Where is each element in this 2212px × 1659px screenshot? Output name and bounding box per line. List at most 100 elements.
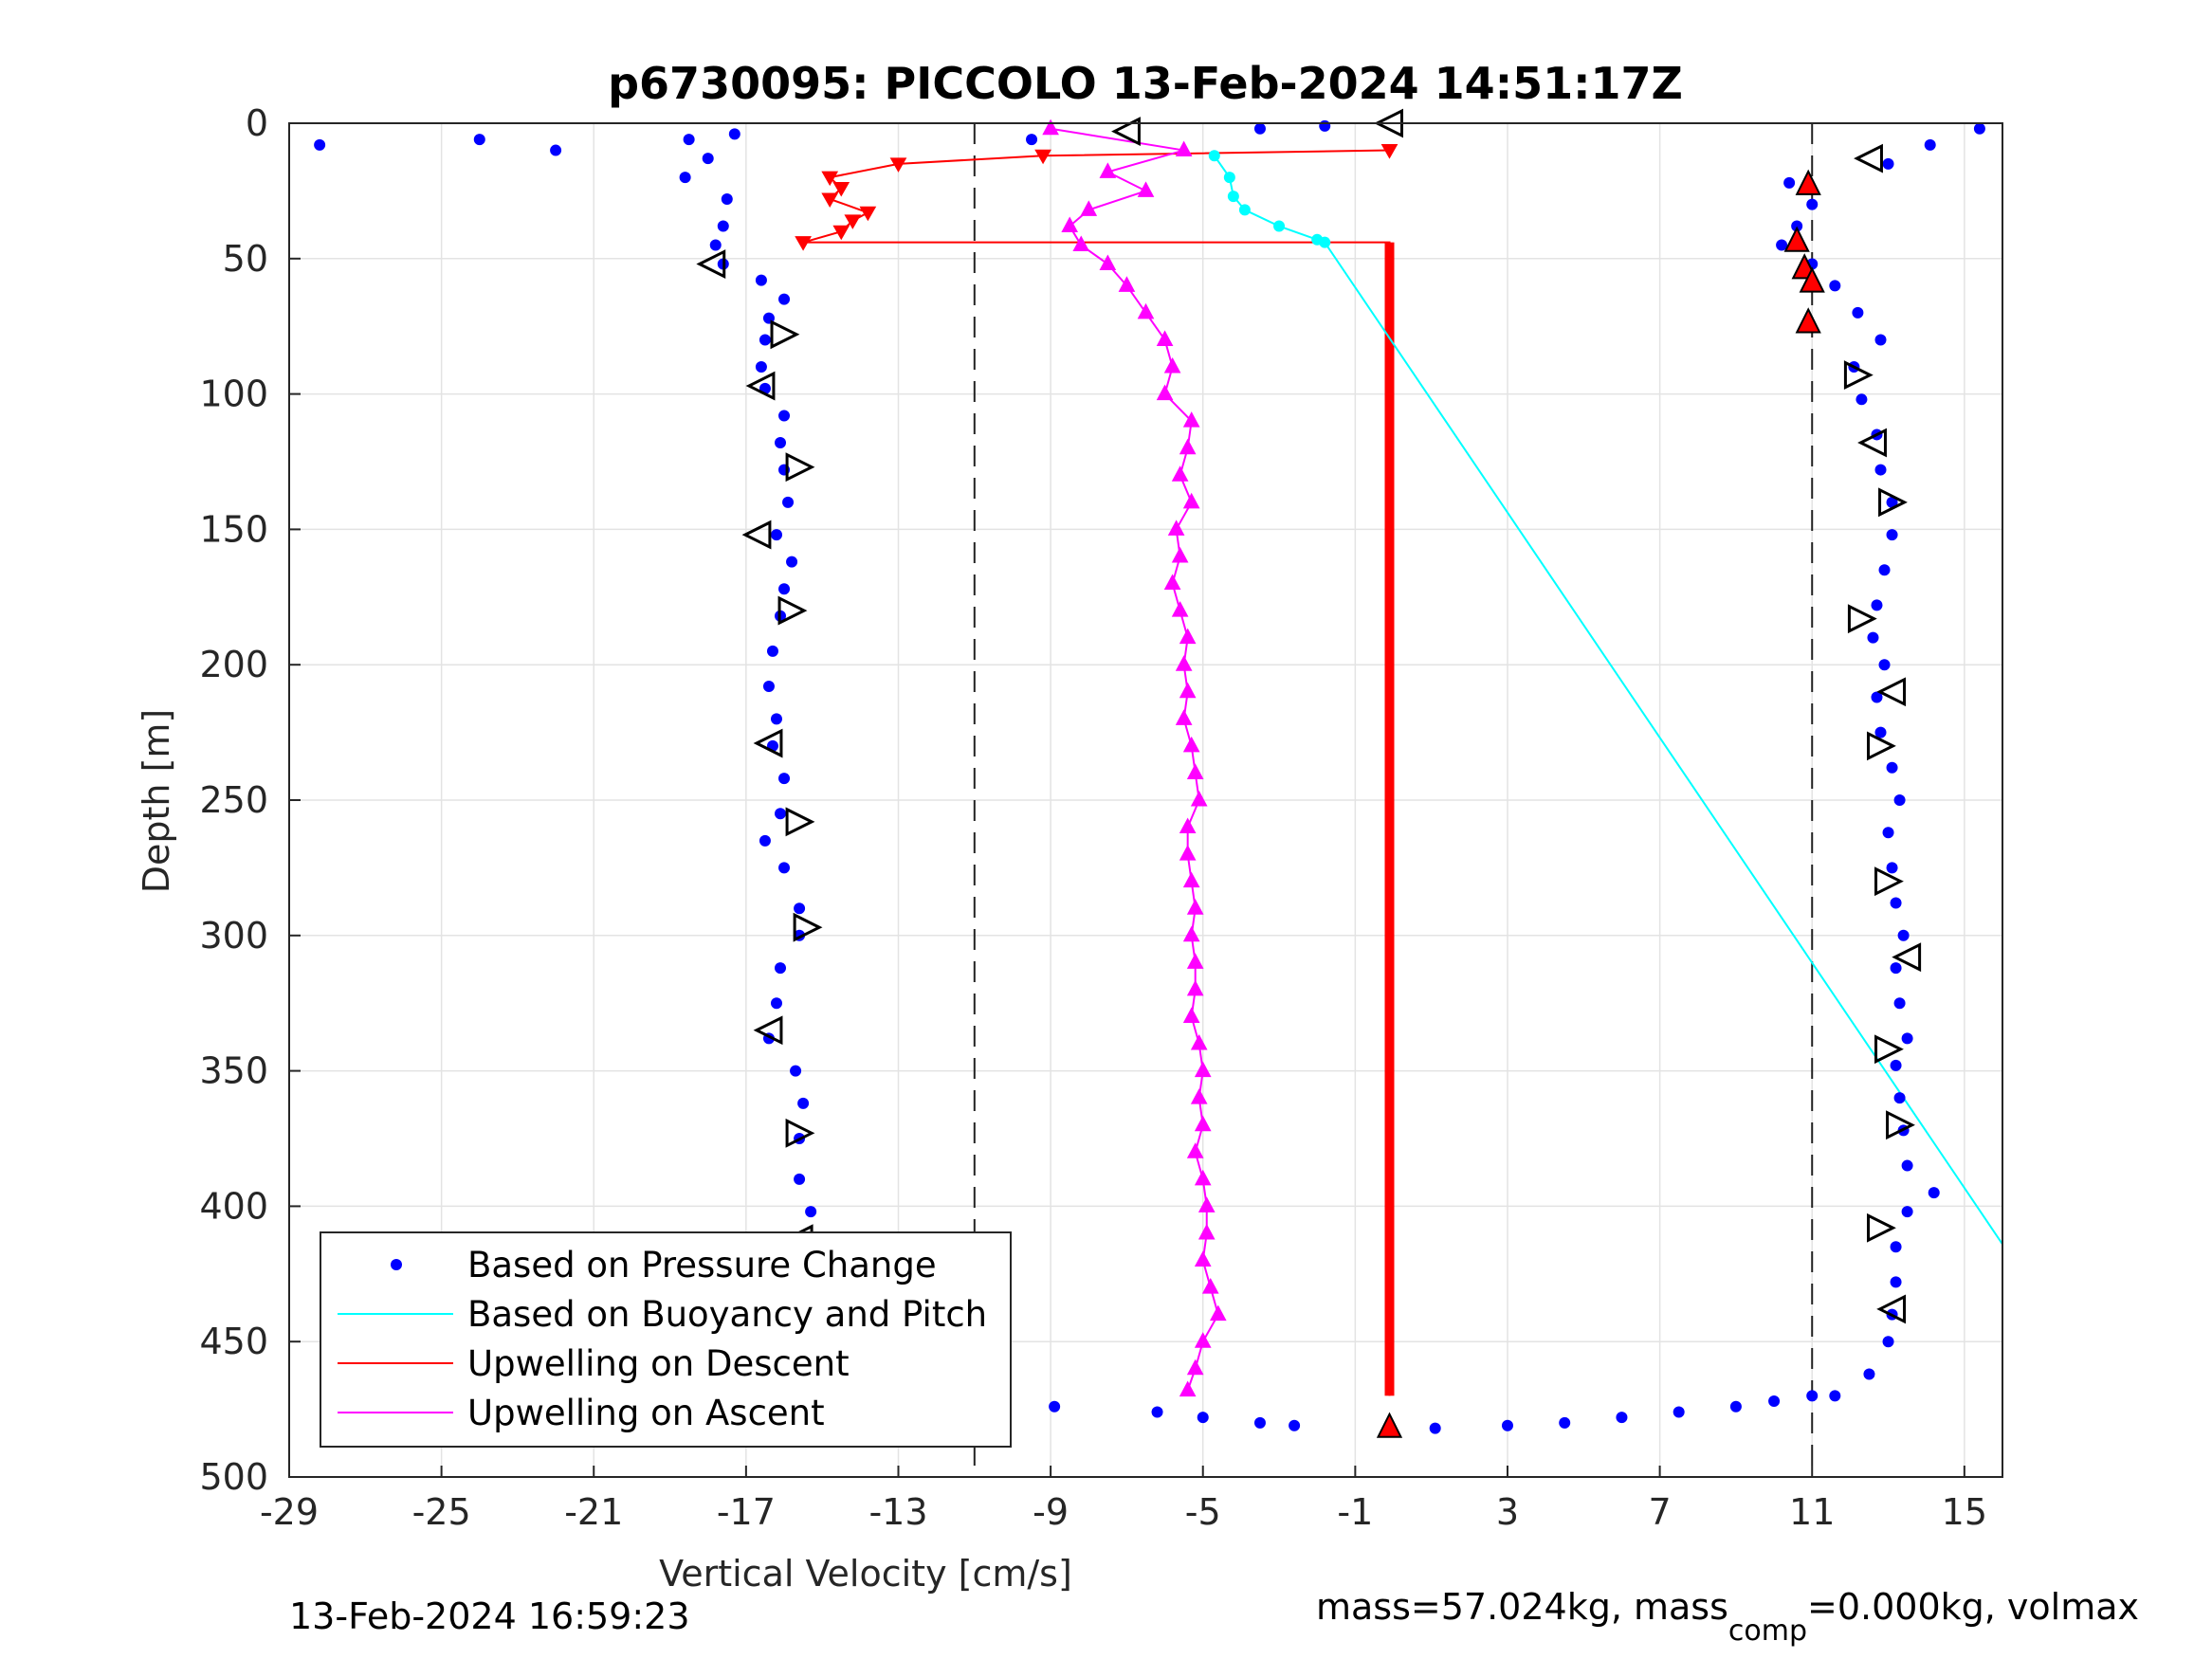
turn-marker-right [1874,1034,1904,1065]
point-pressure-change-ascent [1867,631,1879,644]
point-upwelling-ascent [1197,1196,1216,1212]
point-pressure-change-ascent [1928,1187,1940,1199]
series-line-upwelling-descent [802,149,1391,1396]
point-upwelling-ascent [1194,1250,1212,1267]
point-pressure-change-ascent [1886,862,1898,874]
point-pressure-change-bottom [1559,1416,1571,1429]
point-pressure-change-descent [805,1206,817,1218]
point-pressure-change-bottom [1806,1390,1819,1402]
point-upwelling-descent [859,206,877,222]
footer-timestamp: 13-Feb-2024 16:59:23 [289,1595,690,1637]
turn-marker-right [1867,1212,1896,1243]
turn-marker-right [785,1118,815,1148]
point-pressure-change-descent [778,583,791,595]
series-line-upwelling-ascent [1050,127,1219,1391]
point-pressure-change-ascent [1924,138,1936,151]
point-pressure-change-ascent [1871,691,1883,703]
point-upwelling-ascent [1182,925,1200,942]
point-upwelling-descent [889,157,907,173]
point-pressure-change-ascent [1901,1159,1913,1172]
point-buoyancy-pitch [1319,236,1331,248]
y-tick-label: 100 [199,374,268,415]
footer-mass-sub: comp [1728,1614,1807,1648]
turn-marker-right [1867,731,1896,761]
point-upwelling-ascent [1171,465,1189,482]
point-pressure-change-descent [709,239,722,251]
point-upwelling-descent [1380,144,1398,159]
point-pressure-change-ascent [1829,1390,1841,1402]
point-pressure-change-descent [794,1173,806,1185]
point-pressure-change-descent [770,997,782,1010]
point-pressure-change-ascent [1783,176,1796,189]
x-tick-label: -13 [868,1491,927,1533]
point-pressure-change-descent [770,713,782,725]
point-upwelling-ascent [1182,736,1200,753]
point-pressure-change-ascent [1893,1092,1906,1104]
point-upwelling-ascent [1179,682,1197,699]
point-pressure-change-ascent [1882,827,1894,839]
turn-marker-left [753,728,783,758]
point-pressure-change-ascent [1973,122,1985,135]
legend-label: Based on Buoyancy and Pitch [467,1294,987,1335]
point-pressure-change-descent [755,274,767,286]
point-upwelling-ascent [1099,162,1117,178]
y-tick-label: 400 [199,1185,268,1227]
point-pressure-change-ascent [1776,239,1788,251]
point-buoyancy-pitch [1273,220,1286,232]
turn-marker-right [785,452,815,483]
point-upwelling-ascent [1190,1033,1208,1050]
point-pressure-change-ascent [1886,761,1898,774]
point-pressure-change-ascent [1856,393,1868,406]
point-upwelling-ascent [1194,1169,1212,1186]
point-pressure-change-ascent [1886,496,1898,508]
point-pressure-change-descent [702,153,714,165]
turn-marker-left [753,1015,783,1046]
point-buoyancy-pitch [1238,204,1251,216]
point-upwelling-descent [795,236,812,251]
marker-red [1799,266,1825,293]
point-upwelling-descent [821,192,839,208]
point-pressure-change-descent [717,220,729,232]
point-pressure-change-ascent [1882,1336,1894,1348]
turn-marker-right [785,807,815,837]
footer-mass-info: mass=57.024kg, masscomp=0.000kg, volmax [1316,1586,2139,1648]
turn-marker-left [1892,942,1922,973]
turn-marker-left [1876,1294,1907,1324]
point-pressure-change-surface [1026,134,1038,146]
point-upwelling-ascent [1209,1304,1227,1322]
y-tick-label: 450 [199,1321,268,1362]
point-pressure-change-surface [473,134,485,146]
legend-label: Based on Pressure Change [467,1245,937,1285]
point-pressure-change-descent [755,361,767,374]
point-upwelling-ascent [1175,709,1193,725]
point-buoyancy-pitch [1208,150,1220,162]
legend-label: Upwelling on Ascent [467,1393,825,1433]
series-line-buoyancy-pitch [1213,155,2003,1245]
point-upwelling-ascent [1042,118,1059,136]
point-pressure-change-ascent [1890,962,1902,975]
point-pressure-change-descent [790,1065,802,1077]
turn-marker-left [741,520,772,550]
turn-marker-left [1857,428,1887,458]
legend-box [320,1231,1012,1448]
x-tick-label: -17 [717,1491,776,1533]
x-tick-label: 7 [1649,1491,1672,1533]
x-tick-label: 3 [1496,1491,1519,1533]
point-upwelling-ascent [1175,655,1193,671]
point-upwelling-ascent [1167,520,1185,536]
point-pressure-change-ascent [1791,220,1803,232]
point-pressure-change-descent [762,681,775,693]
point-upwelling-descent [832,182,850,197]
y-axis-label: Depth [m] [136,709,177,894]
turn-marker-right [793,912,823,942]
turn-marker-right [777,595,808,626]
point-upwelling-ascent [1175,140,1193,157]
point-pressure-change-surface [1319,119,1331,132]
point-pressure-change-descent [775,437,787,449]
point-pressure-change-bottom [1616,1412,1628,1424]
point-upwelling-ascent [1186,899,1204,915]
point-upwelling-ascent [1156,384,1174,401]
point-upwelling-ascent [1190,790,1208,807]
point-pressure-change-surface [314,138,326,151]
point-pressure-change-ascent [1886,529,1898,541]
